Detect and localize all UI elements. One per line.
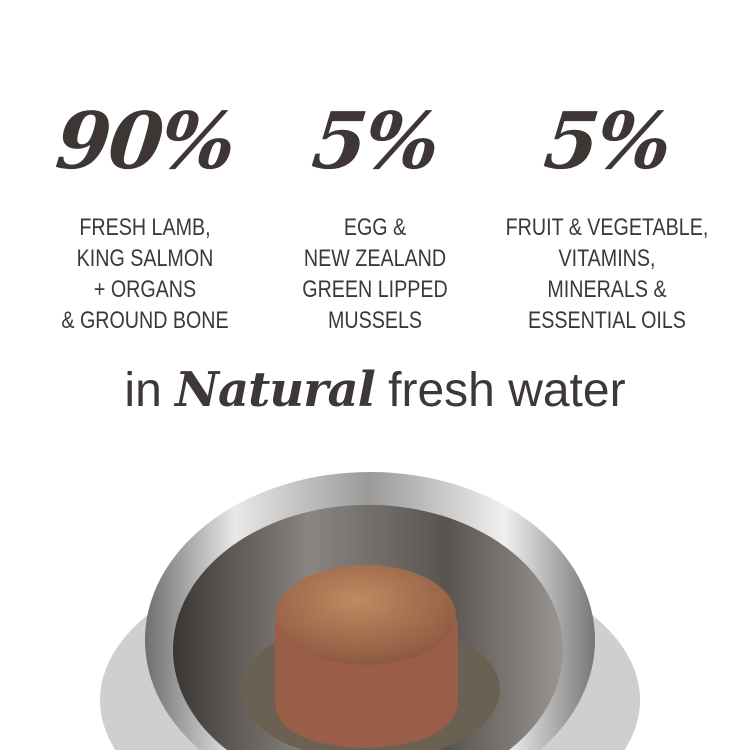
description-line: KING SALMON: [76, 245, 214, 272]
description-line: NEW ZEALAND: [303, 245, 447, 272]
food-bowl-image: [99, 471, 640, 750]
tagline-suffix: fresh water: [388, 364, 626, 417]
description-line: FRUIT & VEGETABLE,: [505, 214, 709, 241]
description-line: MINERALS &: [547, 276, 667, 303]
description-line: MUSSELS: [327, 307, 423, 334]
percent-label: 90%: [51, 96, 239, 187]
food-puck-top: [276, 565, 456, 665]
ingredient-column-1: 90% FRESH LAMB, KING SALMON + ORGANS & G…: [15, 92, 275, 336]
description-line: + ORGANS: [93, 276, 197, 303]
tagline-emphasis: Natural: [175, 362, 376, 418]
description-line: GREEN LIPPED: [302, 276, 448, 303]
percent-label: 5%: [540, 96, 675, 187]
ingredient-column-2: 5% EGG & NEW ZEALAND GREEN LIPPED MUSSEL…: [245, 92, 505, 336]
tagline-prefix: in: [124, 364, 162, 417]
description-line: FRESH LAMB,: [79, 214, 211, 241]
ingredient-column-3: 5% FRUIT & VEGETABLE, VITAMINS, MINERALS…: [477, 92, 737, 336]
description-line: ESSENTIAL OILS: [528, 307, 686, 334]
tagline: in Natural fresh water: [0, 358, 750, 423]
description-line: & GROUND BONE: [61, 307, 229, 334]
description-line: EGG &: [343, 214, 407, 241]
percent-label: 5%: [308, 96, 443, 187]
description-line: VITAMINS,: [558, 245, 656, 272]
